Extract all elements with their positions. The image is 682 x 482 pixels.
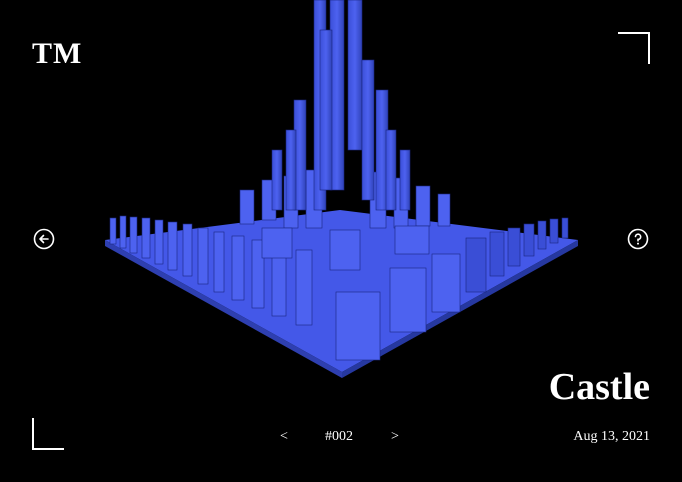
- back-button[interactable]: [33, 228, 55, 250]
- artwork-date: Aug 13, 2021: [573, 429, 650, 444]
- artwork-number: #002: [325, 429, 353, 444]
- prev-artwork-button[interactable]: <: [280, 429, 288, 444]
- next-artwork-button[interactable]: >: [391, 429, 399, 444]
- artwork-pager: < #002 >: [280, 429, 406, 449]
- help-button[interactable]: [627, 228, 649, 250]
- artwork-title: Castle: [548, 366, 650, 408]
- question-circle-icon: [627, 228, 649, 250]
- brand-logo[interactable]: TM: [32, 37, 83, 70]
- corner-frame-top-right: [618, 32, 650, 64]
- arrow-left-circle-icon: [33, 228, 55, 250]
- corner-frame-bottom-left: [32, 418, 64, 450]
